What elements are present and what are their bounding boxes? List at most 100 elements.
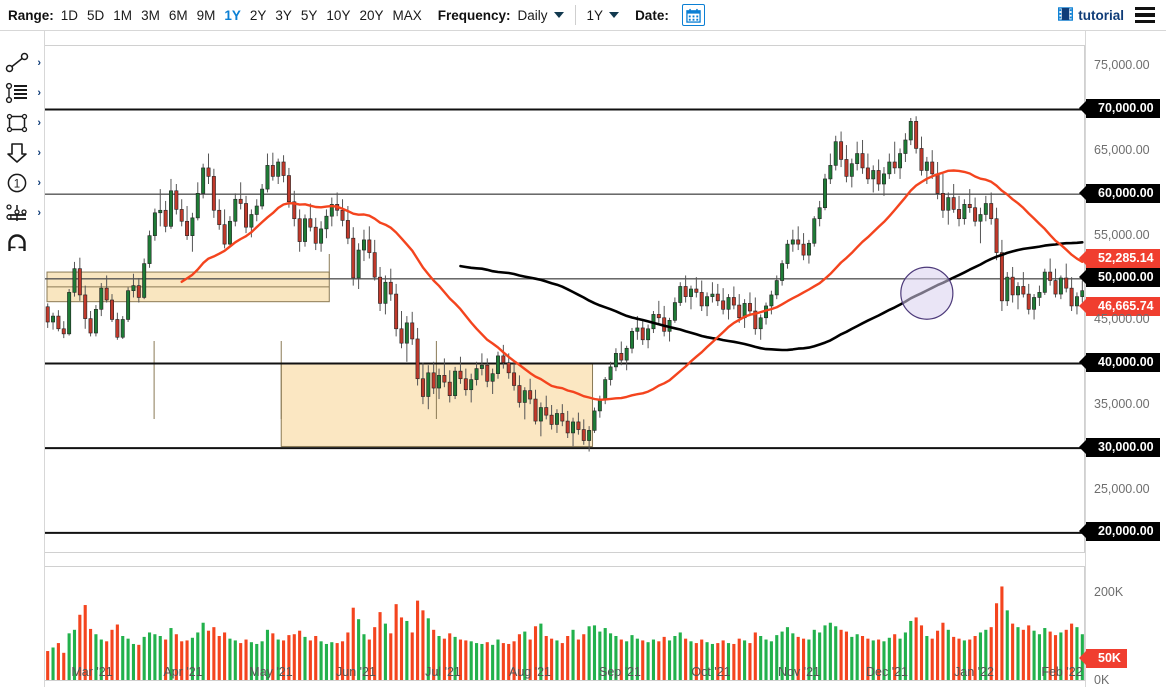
volume-bar[interactable] — [743, 640, 747, 680]
candle-body[interactable] — [544, 407, 549, 416]
candle-body[interactable] — [372, 252, 377, 278]
candle-body[interactable] — [635, 327, 640, 332]
expand-chevron-icon[interactable]: › — [37, 57, 41, 69]
candle-body[interactable] — [780, 263, 785, 281]
candle-body[interactable] — [678, 286, 683, 303]
volume-bar[interactable] — [871, 640, 875, 680]
candle-body[interactable] — [801, 243, 806, 256]
volume-bar[interactable] — [410, 632, 414, 680]
candle-body[interactable] — [565, 420, 570, 434]
volume-bar[interactable] — [812, 629, 816, 680]
volume-bar[interactable] — [115, 624, 119, 681]
arrow-marker-tool[interactable]: › — [0, 138, 45, 168]
candle-body[interactable] — [823, 178, 827, 209]
volume-bar[interactable] — [501, 643, 505, 680]
candle-body[interactable] — [276, 161, 281, 177]
candle-body[interactable] — [576, 421, 581, 430]
candle-body[interactable] — [136, 285, 141, 298]
candle-body[interactable] — [512, 372, 517, 386]
candle-body[interactable] — [469, 379, 474, 391]
volume-bar[interactable] — [121, 636, 125, 680]
candle-body[interactable] — [871, 170, 876, 180]
volume-bar[interactable] — [190, 637, 194, 680]
candle-body[interactable] — [388, 281, 393, 295]
candle-body[interactable] — [1005, 276, 1010, 302]
volume-bar[interactable] — [1059, 632, 1063, 680]
candle-body[interactable] — [721, 300, 726, 310]
candle-body[interactable] — [646, 328, 651, 341]
candle-body[interactable] — [747, 303, 752, 312]
range-option-1m[interactable]: 1M — [113, 7, 133, 23]
volume-bar[interactable] — [110, 629, 114, 680]
range-selector[interactable]: 1D 5D 1M 3M 6M 9M 1Y 2Y 3Y 5Y 10Y 20Y MAX — [61, 8, 422, 23]
volume-bar[interactable] — [850, 636, 854, 680]
level-badge[interactable]: 30,000.00 — [1079, 437, 1160, 457]
volume-bar[interactable] — [839, 629, 843, 680]
candle-body[interactable] — [437, 375, 441, 389]
volume-bar[interactable] — [828, 622, 832, 680]
volume-pane[interactable] — [45, 566, 1085, 681]
candle-body[interactable] — [324, 215, 329, 230]
candle-body[interactable] — [876, 170, 881, 185]
volume-bar[interactable] — [539, 623, 543, 680]
volume-bar[interactable] — [887, 637, 891, 680]
candle-body[interactable] — [903, 139, 908, 154]
volume-bar[interactable] — [72, 629, 77, 680]
volume-bar[interactable] — [206, 630, 211, 680]
volume-bar[interactable] — [662, 636, 666, 680]
volume-bar[interactable] — [78, 614, 82, 680]
volume-bar[interactable] — [351, 607, 355, 680]
candle-body[interactable] — [940, 193, 945, 211]
volume-bar[interactable] — [721, 640, 725, 680]
fib-retracement-tool[interactable]: › — [0, 78, 45, 108]
candle-body[interactable] — [313, 226, 318, 244]
volume-bar[interactable] — [201, 622, 205, 680]
candle-body[interactable] — [308, 218, 313, 228]
volume-bar[interactable] — [56, 643, 60, 680]
candle-body[interactable] — [147, 235, 152, 264]
candle-body[interactable] — [474, 368, 479, 380]
volume-bar[interactable] — [51, 647, 55, 681]
candle-body[interactable] — [238, 198, 243, 204]
candle-body[interactable] — [206, 167, 211, 177]
candle-body[interactable] — [833, 141, 838, 166]
candle-body[interactable] — [303, 218, 307, 242]
volume-bar[interactable] — [142, 636, 146, 680]
volume-bar[interactable] — [764, 639, 768, 680]
candle-body[interactable] — [174, 190, 179, 210]
candle-body[interactable] — [731, 297, 736, 306]
candle-body[interactable] — [522, 390, 527, 403]
volume-bar[interactable] — [994, 603, 999, 680]
candle-body[interactable] — [624, 347, 629, 361]
candle-body[interactable] — [104, 287, 109, 301]
volume-bar[interactable] — [362, 634, 366, 680]
hamburger-menu-icon[interactable] — [1133, 5, 1157, 26]
volume-bar[interactable] — [147, 632, 152, 680]
candle-body[interactable] — [892, 161, 897, 169]
candle-body[interactable] — [131, 285, 136, 291]
candle-body[interactable] — [265, 165, 270, 190]
range-option-max[interactable]: MAX — [392, 7, 422, 23]
candle-body[interactable] — [737, 304, 742, 319]
candle-body[interactable] — [399, 328, 404, 344]
candle-body[interactable] — [796, 239, 801, 245]
candle-body[interactable] — [967, 204, 972, 209]
period-dropdown[interactable]: 1Y — [587, 8, 620, 23]
volume-bar[interactable] — [598, 631, 602, 680]
volume-bar[interactable] — [566, 636, 570, 680]
candle-body[interactable] — [506, 362, 511, 374]
level-badge[interactable]: 20,000.00 — [1079, 522, 1160, 542]
volume-bar[interactable] — [448, 633, 452, 680]
volume-bar[interactable] — [1048, 631, 1052, 680]
volume-bar[interactable] — [324, 643, 328, 680]
volume-bar[interactable] — [560, 643, 564, 680]
volume-bar[interactable] — [791, 633, 795, 680]
candle-body[interactable] — [410, 322, 415, 340]
candle-body[interactable] — [1010, 276, 1015, 296]
ma-50-line[interactable] — [180, 169, 1084, 401]
volume-bar[interactable] — [196, 632, 200, 680]
candle-body[interactable] — [286, 175, 291, 203]
volume-bar[interactable] — [796, 636, 800, 680]
volume-bar[interactable] — [1075, 627, 1079, 680]
volume-bar[interactable] — [260, 641, 264, 680]
